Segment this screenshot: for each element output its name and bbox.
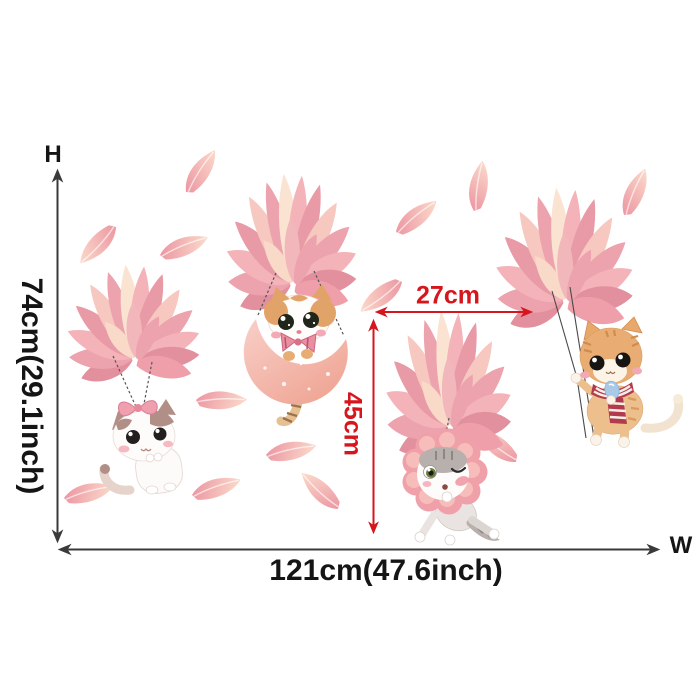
scarf-cat-illustration [551, 286, 684, 448]
feather-parachute-canopy [65, 264, 203, 387]
flower-mane-cat-illustration [402, 417, 505, 546]
floating-feather [190, 472, 242, 507]
bow-cat-illustration [99, 355, 184, 495]
feather-parachute-canopy [224, 173, 359, 317]
floating-feather [174, 149, 229, 197]
inner-height-dimension-label: 45cm [338, 392, 367, 456]
floating-feather [355, 277, 407, 313]
floating-feather [193, 379, 248, 424]
floating-feather [608, 167, 663, 219]
floating-feather [264, 432, 317, 472]
floating-feather [455, 159, 505, 214]
inner-width-dimension-label: 27cm [416, 281, 480, 310]
floating-feather [70, 222, 125, 265]
height-axis-letter: H [44, 141, 62, 168]
width-dimension-label: 121cm(47.6inch) [269, 554, 503, 587]
moon-cat-illustration [243, 270, 348, 426]
floating-feather [300, 463, 343, 518]
floating-feather [390, 199, 443, 237]
width-axis-letter: W [669, 532, 693, 559]
height-dimension-label: 74cm(29.1inch) [15, 277, 48, 495]
floating-feather [158, 232, 209, 264]
